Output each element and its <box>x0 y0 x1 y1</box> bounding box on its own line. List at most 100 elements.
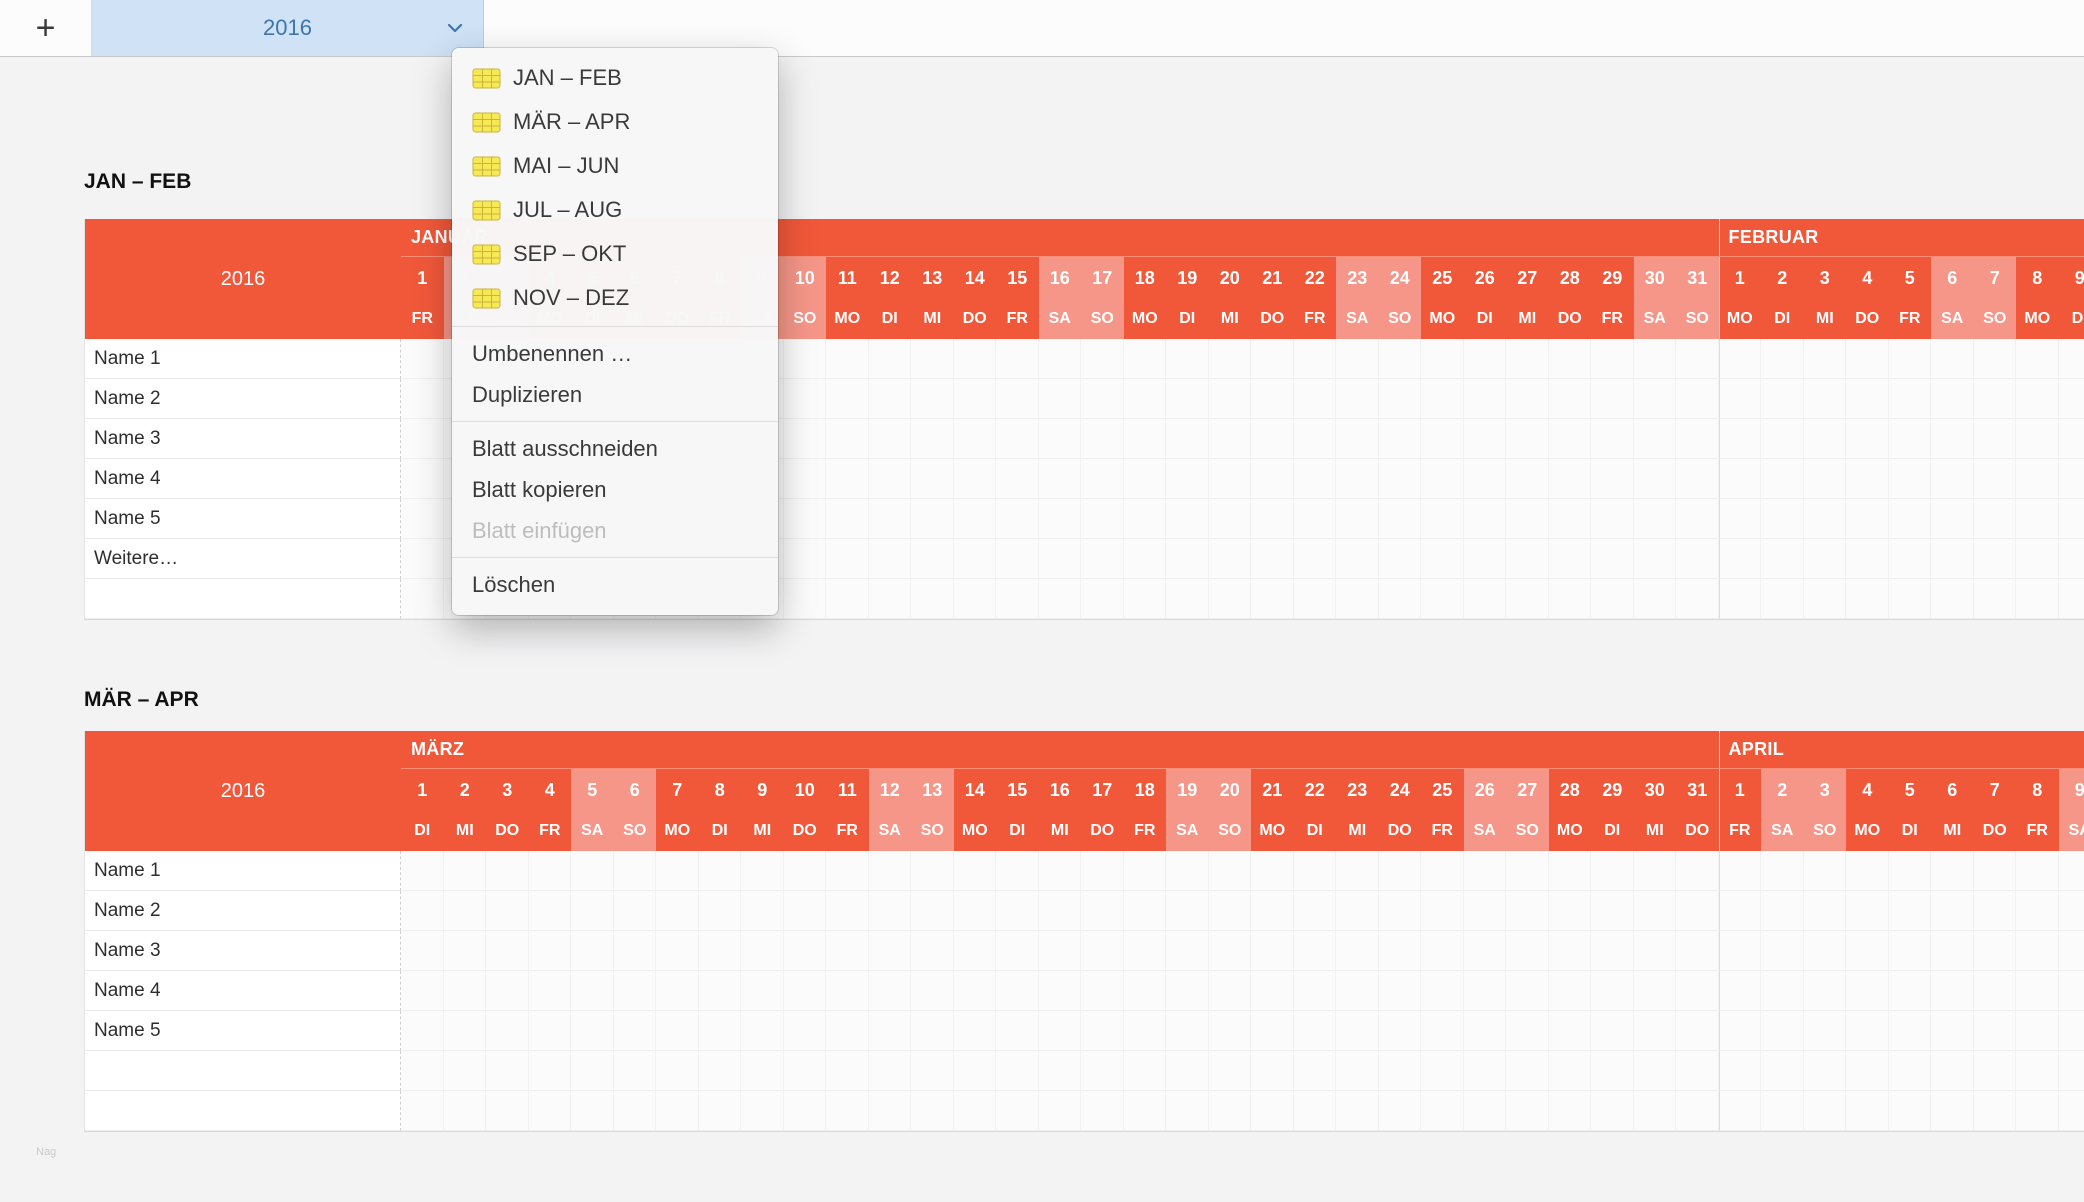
body-cell[interactable] <box>1421 579 1464 619</box>
body-cell[interactable] <box>1931 379 1974 419</box>
body-cell[interactable] <box>1463 1091 1506 1131</box>
body-cell[interactable] <box>1973 971 2016 1011</box>
body-cell[interactable] <box>783 419 826 459</box>
body-cell[interactable] <box>1123 579 1166 619</box>
body-cell[interactable] <box>1166 339 1209 379</box>
body-cell[interactable] <box>1208 931 1251 971</box>
body-cell[interactable] <box>528 1051 571 1091</box>
body-cell[interactable] <box>1081 499 1124 539</box>
day-number-cell[interactable]: 26 <box>1463 769 1506 811</box>
day-number-cell[interactable]: 28 <box>1548 769 1591 811</box>
day-number-cell[interactable]: 14 <box>953 769 996 811</box>
day-number-cell[interactable]: 2 <box>1761 769 1804 811</box>
body-cell[interactable] <box>1166 931 1209 971</box>
body-cell[interactable] <box>741 931 784 971</box>
weekday-cell[interactable]: MO <box>1123 299 1166 339</box>
body-cell[interactable] <box>1718 1091 1761 1131</box>
menu-item-sheet[interactable]: NOV – DEZ <box>452 276 778 320</box>
body-cell[interactable] <box>401 1091 444 1131</box>
body-cell[interactable] <box>2016 1011 2059 1051</box>
day-number-cell[interactable]: 7 <box>1973 769 2016 811</box>
body-cell[interactable] <box>698 1091 741 1131</box>
body-cell[interactable] <box>571 1091 614 1131</box>
body-cell[interactable] <box>1761 539 1804 579</box>
body-cell[interactable] <box>1336 1091 1379 1131</box>
weekday-cell[interactable]: SO <box>613 811 656 851</box>
body-cell[interactable] <box>911 1051 954 1091</box>
day-number-cell[interactable]: 25 <box>1421 257 1464 299</box>
body-cell[interactable] <box>953 339 996 379</box>
weekday-cell[interactable]: SA <box>1166 811 1209 851</box>
body-cell[interactable] <box>613 1051 656 1091</box>
body-cell[interactable] <box>1548 1011 1591 1051</box>
body-cell[interactable] <box>1718 1051 1761 1091</box>
weekday-cell[interactable]: MO <box>2016 299 2059 339</box>
weekday-cell[interactable]: DO <box>1548 299 1591 339</box>
body-cell[interactable] <box>741 851 784 891</box>
body-cell[interactable] <box>996 971 1039 1011</box>
body-cell[interactable] <box>1888 1011 1931 1051</box>
body-cell[interactable] <box>826 579 869 619</box>
body-cell[interactable] <box>1846 1051 1889 1091</box>
body-cell[interactable] <box>1208 891 1251 931</box>
body-cell[interactable] <box>1208 499 1251 539</box>
body-cell[interactable] <box>1293 339 1336 379</box>
body-cell[interactable] <box>1931 419 1974 459</box>
day-number-cell[interactable]: 3 <box>1803 257 1846 299</box>
body-cell[interactable] <box>911 971 954 1011</box>
body-cell[interactable] <box>528 891 571 931</box>
day-number-cell[interactable]: 11 <box>826 257 869 299</box>
body-cell[interactable] <box>1591 1051 1634 1091</box>
body-cell[interactable] <box>1888 931 1931 971</box>
body-cell[interactable] <box>1761 971 1804 1011</box>
body-cell[interactable] <box>1761 339 1804 379</box>
day-number-cell[interactable]: 2 <box>1761 257 1804 299</box>
body-cell[interactable] <box>1718 379 1761 419</box>
body-cell[interactable] <box>1421 419 1464 459</box>
body-cell[interactable] <box>1378 419 1421 459</box>
body-cell[interactable] <box>1591 419 1634 459</box>
body-cell[interactable] <box>1336 539 1379 579</box>
body-cell[interactable] <box>1081 539 1124 579</box>
body-cell[interactable] <box>1591 1091 1634 1131</box>
body-cell[interactable] <box>1081 1011 1124 1051</box>
day-number-cell[interactable]: 17 <box>1081 257 1124 299</box>
weekday-cell[interactable]: DI <box>996 811 1039 851</box>
weekday-cell[interactable]: DI <box>1293 811 1336 851</box>
body-cell[interactable] <box>1591 579 1634 619</box>
body-cell[interactable] <box>571 931 614 971</box>
body-cell[interactable] <box>783 891 826 931</box>
body-cell[interactable] <box>1336 1011 1379 1051</box>
menu-item-command[interactable]: Duplizieren <box>452 374 778 415</box>
body-cell[interactable] <box>2016 539 2059 579</box>
body-cell[interactable] <box>1803 1051 1846 1091</box>
body-cell[interactable] <box>1251 579 1294 619</box>
body-cell[interactable] <box>613 1011 656 1051</box>
body-cell[interactable] <box>1888 579 1931 619</box>
body-cell[interactable] <box>1548 1051 1591 1091</box>
body-cell[interactable] <box>1123 499 1166 539</box>
body-cell[interactable] <box>1421 931 1464 971</box>
body-cell[interactable] <box>1548 459 1591 499</box>
body-cell[interactable] <box>1591 379 1634 419</box>
body-cell[interactable] <box>911 579 954 619</box>
body-cell[interactable] <box>868 851 911 891</box>
body-cell[interactable] <box>1336 419 1379 459</box>
body-cell[interactable] <box>1336 579 1379 619</box>
body-cell[interactable] <box>401 379 444 419</box>
body-cell[interactable] <box>783 339 826 379</box>
body-cell[interactable] <box>1463 579 1506 619</box>
body-cell[interactable] <box>486 1091 529 1131</box>
body-cell[interactable] <box>656 971 699 1011</box>
body-cell[interactable] <box>868 971 911 1011</box>
body-cell[interactable] <box>1548 891 1591 931</box>
body-cell[interactable] <box>953 971 996 1011</box>
day-number-cell[interactable]: 23 <box>1336 257 1379 299</box>
day-number-cell[interactable]: 7 <box>656 769 699 811</box>
weekday-cell[interactable]: FR <box>2016 811 2059 851</box>
day-number-cell[interactable]: 31 <box>1676 257 1719 299</box>
body-cell[interactable] <box>1548 1091 1591 1131</box>
body-cell[interactable] <box>1336 851 1379 891</box>
body-cell[interactable] <box>1548 931 1591 971</box>
body-cell[interactable] <box>1718 851 1761 891</box>
